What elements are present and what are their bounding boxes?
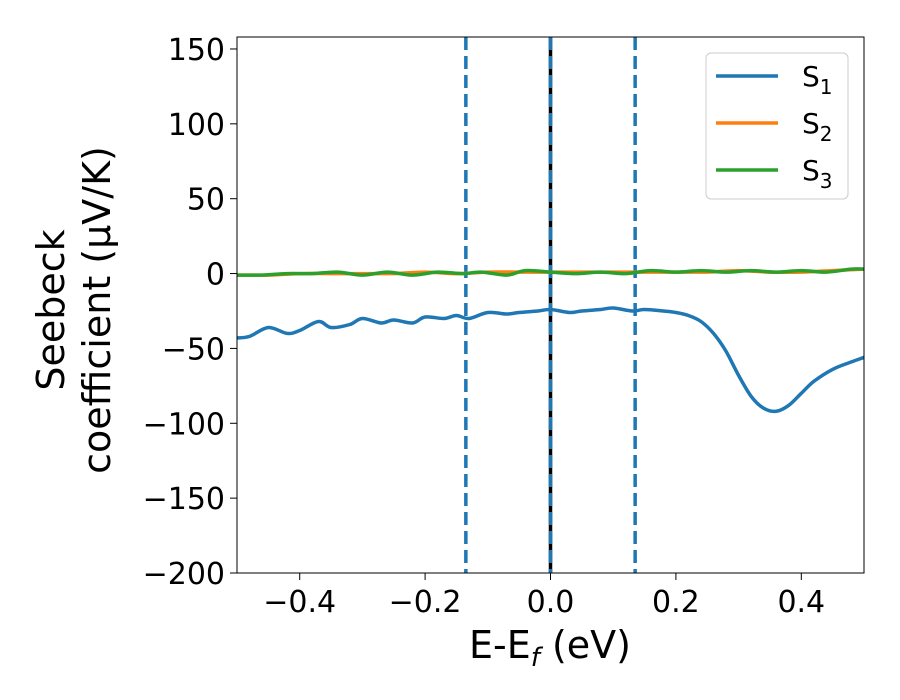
series-layer: [237, 267, 864, 414]
legend: S1 S2 S3: [705, 52, 849, 200]
y-tick-label: 50: [187, 183, 225, 218]
x-tick-label: −0.2: [389, 585, 462, 620]
y-tick-label: −200: [143, 557, 225, 592]
legend-label-s1: S1: [802, 60, 833, 99]
y-tick-label: −100: [143, 407, 225, 442]
y-axis-label-line2: coefficient (μV/K): [75, 146, 119, 474]
reference-lines: [464, 37, 637, 573]
legend-label-s2: S2: [802, 107, 833, 146]
y-axis-label: Seebeck coefficient (μV/K): [29, 146, 119, 474]
legend-box: [705, 52, 849, 200]
x-axis-label-main: E-E: [469, 623, 531, 667]
x-axis-label-unit: (eV): [540, 623, 631, 667]
x-tick-label: −0.4: [263, 585, 336, 620]
y-tick-label: 0: [206, 258, 225, 293]
x-axis: −0.4 −0.2 0.0 0.2 0.4: [263, 573, 825, 620]
y-tick-label: −150: [143, 482, 225, 517]
x-tick-label: 0.2: [652, 585, 700, 620]
series-line-s1: [237, 306, 864, 414]
legend-label-s3: S3: [802, 154, 833, 193]
y-tick-label: 100: [168, 108, 225, 143]
x-tick-label: 0.4: [777, 585, 825, 620]
y-tick-label: −50: [162, 332, 225, 367]
x-tick-label: 0.0: [527, 585, 575, 620]
y-tick-label: 150: [168, 33, 225, 68]
y-axis: 150 100 50 0 −50 −100 −150 −200: [143, 33, 237, 592]
series-line-s3: [237, 267, 864, 277]
y-axis-label-line1: Seebeck: [29, 229, 73, 390]
x-axis-label: E-Ef (eV): [469, 623, 631, 673]
